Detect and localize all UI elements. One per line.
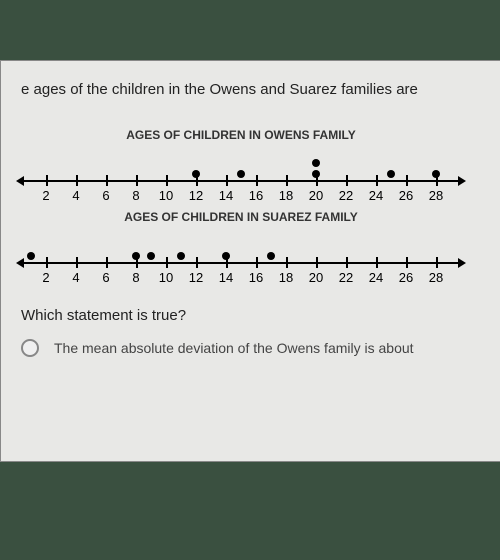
chart2-tick xyxy=(76,257,78,268)
chart1-tick xyxy=(106,175,108,186)
chart2-tick-label: 4 xyxy=(72,270,79,285)
chart2-tick-label: 12 xyxy=(189,270,203,285)
chart1-tick-label: 20 xyxy=(309,188,323,203)
chart2-tick xyxy=(256,257,258,268)
chart1-tick xyxy=(166,175,168,186)
chart2-numberline: 246810121416182022242628 xyxy=(21,232,461,282)
chart2-tick-label: 26 xyxy=(399,270,413,285)
chart1-tick xyxy=(406,175,408,186)
chart1-axis xyxy=(21,180,461,182)
chart2-tick-label: 20 xyxy=(309,270,323,285)
chart1-tick-label: 4 xyxy=(72,188,79,203)
chart2-tick xyxy=(376,257,378,268)
chart1-tick xyxy=(226,175,228,186)
chart1-tick xyxy=(256,175,258,186)
chart1-tick xyxy=(76,175,78,186)
chart2-dot xyxy=(27,252,35,260)
chart1-tick-label: 24 xyxy=(369,188,383,203)
chart1-dot xyxy=(312,170,320,178)
chart1-tick xyxy=(286,175,288,186)
chart1-tick-label: 8 xyxy=(132,188,139,203)
chart1-dot xyxy=(387,170,395,178)
chart1-tick-label: 28 xyxy=(429,188,443,203)
chart1-dot xyxy=(312,159,320,167)
question-card: e ages of the children in the Owens and … xyxy=(0,60,500,462)
chart1-tick-label: 10 xyxy=(159,188,173,203)
chart2-tick xyxy=(286,257,288,268)
chart1-tick xyxy=(136,175,138,186)
chart1-dot xyxy=(192,170,200,178)
chart2-tick-label: 6 xyxy=(102,270,109,285)
chart1-tick xyxy=(346,175,348,186)
chart2-axis xyxy=(21,262,461,264)
sub-question: Which statement is true? xyxy=(21,307,500,324)
chart2-dot xyxy=(147,252,155,260)
chart1-tick xyxy=(46,175,48,186)
chart2-tick xyxy=(316,257,318,268)
chart2-tick xyxy=(436,257,438,268)
chart2-dot xyxy=(177,252,185,260)
chart2-tick-label: 2 xyxy=(42,270,49,285)
chart1-tick-label: 26 xyxy=(399,188,413,203)
chart2-tick-label: 16 xyxy=(249,270,263,285)
question-intro: e ages of the children in the Owens and … xyxy=(21,81,500,98)
chart2-tick-label: 14 xyxy=(219,270,233,285)
chart1-tick-label: 12 xyxy=(189,188,203,203)
chart1-arrow-right xyxy=(458,176,466,186)
radio-icon[interactable] xyxy=(21,339,39,357)
chart1-title: AGES OF CHILDREN IN OWENS FAMILY xyxy=(21,128,461,142)
chart2-tick xyxy=(406,257,408,268)
chart2-dot xyxy=(222,252,230,260)
chart1-tick-label: 22 xyxy=(339,188,353,203)
chart2-tick-label: 28 xyxy=(429,270,443,285)
chart1-tick-label: 16 xyxy=(249,188,263,203)
chart1-tick xyxy=(376,175,378,186)
chart2-tick xyxy=(46,257,48,268)
chart1-numberline: 246810121416182022242628 xyxy=(21,150,461,200)
chart2-title: AGES OF CHILDREN IN SUAREZ FAMILY xyxy=(21,210,461,224)
chart2-tick xyxy=(196,257,198,268)
chart2-tick-label: 24 xyxy=(369,270,383,285)
chart2-tick-label: 22 xyxy=(339,270,353,285)
chart2-dot xyxy=(132,252,140,260)
chart2-tick xyxy=(166,257,168,268)
chart1-dot xyxy=(237,170,245,178)
chart2-tick-label: 18 xyxy=(279,270,293,285)
option-a-text: The mean absolute deviation of the Owens… xyxy=(54,340,414,356)
option-a-row[interactable]: The mean absolute deviation of the Owens… xyxy=(21,339,500,357)
chart2-dot xyxy=(267,252,275,260)
chart1-tick-label: 6 xyxy=(102,188,109,203)
chart1-tick-label: 14 xyxy=(219,188,233,203)
chart2-tick xyxy=(106,257,108,268)
chart2-tick xyxy=(346,257,348,268)
chart2-arrow-right xyxy=(458,258,466,268)
chart2-tick-label: 8 xyxy=(132,270,139,285)
chart1-dot xyxy=(432,170,440,178)
chart1-tick-label: 18 xyxy=(279,188,293,203)
chart2-tick-label: 10 xyxy=(159,270,173,285)
chart1-tick-label: 2 xyxy=(42,188,49,203)
